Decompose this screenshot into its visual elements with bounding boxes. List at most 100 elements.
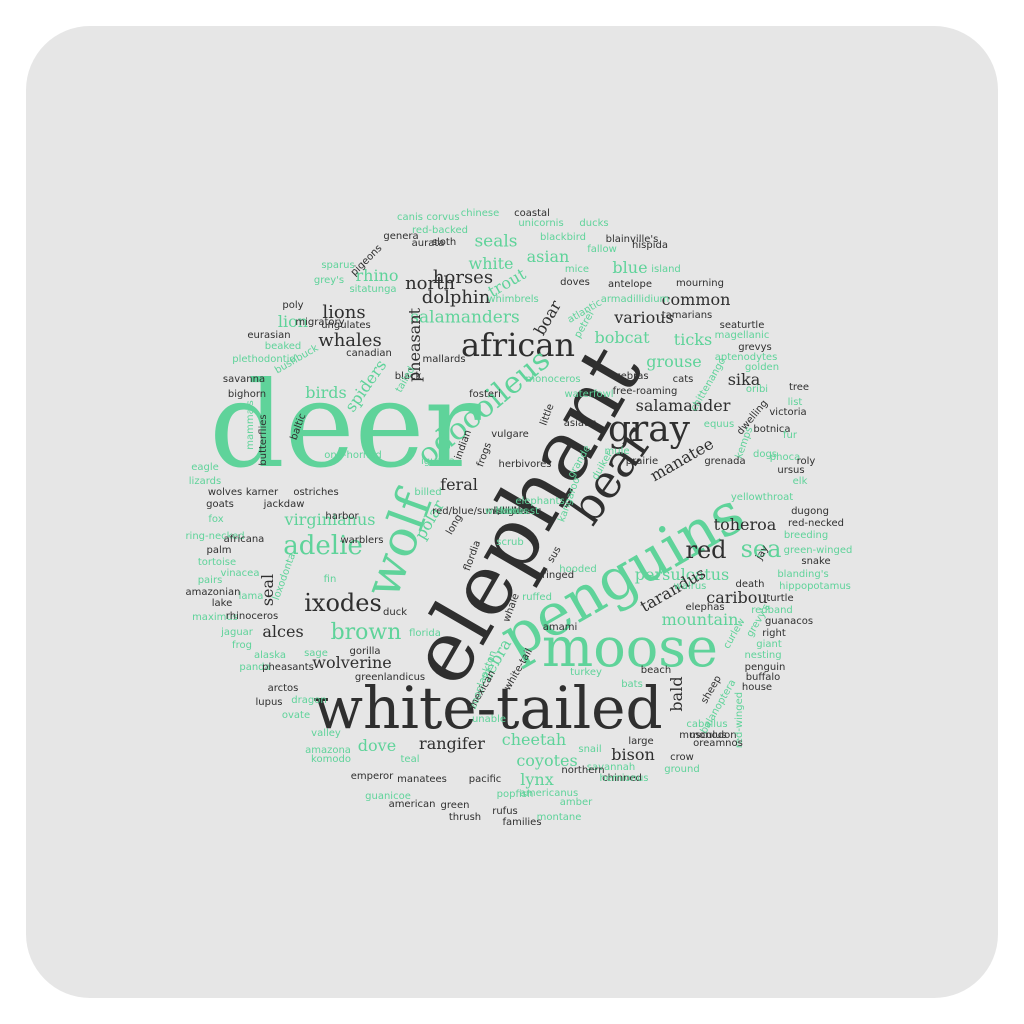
cloud-word: aurata (411, 238, 445, 249)
cloud-word: equus (703, 419, 735, 430)
cloud-word: tortoise (197, 557, 237, 568)
cloud-word: toheroa (713, 515, 777, 534)
cloud-word: goats (206, 499, 234, 510)
cloud-word: ruffed (522, 592, 552, 603)
cloud-word: rhinoceros (225, 611, 279, 622)
cloud-word: musculus (679, 730, 727, 741)
cloud-word: herbivores (498, 459, 552, 470)
cloud-word: dragon (291, 695, 327, 706)
cloud-word: birds (305, 383, 347, 402)
cloud-word: fosteri (469, 389, 501, 400)
cloud-word: ostriches (293, 487, 339, 498)
cloud-word: ricinus (495, 506, 529, 517)
cloud-word: pacific (468, 774, 502, 785)
cloud-word: savannah (586, 762, 636, 773)
cloud-word: lions (322, 302, 366, 323)
cloud-word: unable (471, 714, 507, 725)
cloud-word: amami (542, 622, 578, 633)
cloud-word: killdeer (493, 506, 531, 517)
cloud-word: americanus (519, 788, 579, 799)
cloud-word: mountain (661, 610, 739, 629)
cloud-word: victoria (769, 407, 807, 418)
cloud-word: doves (560, 277, 590, 288)
cloud-word: sitatunga (349, 284, 397, 295)
cloud-word: dolphin (421, 287, 491, 308)
cloud-word: arctos (267, 683, 299, 694)
cloud-word: eagle (191, 462, 219, 473)
cloud-word: mammals (245, 400, 256, 450)
cloud-word: yellowthroat (730, 492, 794, 503)
cloud-word: manatees (397, 774, 447, 785)
cloud-word: one-horned (324, 450, 382, 461)
cloud-word: ground (664, 764, 700, 775)
cloud-word: eurasian (247, 330, 291, 341)
cloud-word: elk (792, 476, 808, 487)
cloud-word: jackdaw (263, 499, 305, 510)
cloud-word: dove (357, 736, 397, 755)
cloud-word: thrush (448, 812, 482, 823)
cloud-word: fox (208, 514, 224, 525)
cloud-word: crow (670, 752, 694, 763)
cloud-word: butterflies (258, 414, 269, 466)
cloud-word: chinned (602, 773, 642, 784)
cloud-word: monoceros (525, 374, 581, 385)
cloud-word: migratory (295, 317, 345, 328)
cloud-word: rufus (492, 806, 518, 817)
cloud-word: bighorn (227, 389, 267, 400)
cloud-word: sika (727, 370, 761, 389)
cloud-word: nesting (744, 650, 782, 661)
cloud-word: bison (611, 745, 655, 764)
cloud-word: sloth (431, 237, 457, 248)
cloud-word: eagles (495, 506, 529, 517)
cloud-word: african (460, 326, 576, 364)
cloud-word: karner (245, 487, 279, 498)
cloud-word: walrus (673, 581, 707, 592)
cloud-word: hispida (632, 240, 668, 251)
cloud-word: coyotes (516, 751, 578, 770)
cloud-word: jaguar (221, 627, 253, 638)
cloud-word: caribou (706, 588, 768, 607)
cloud-word: wolves (207, 487, 243, 498)
cloud-word: pairs (197, 575, 223, 586)
cloud-word: roly (796, 456, 816, 467)
cloud-word: emperor (350, 771, 394, 782)
cloud-word: breeding (783, 530, 829, 541)
cloud-word: northern (561, 765, 605, 776)
cloud-word: rio (505, 506, 519, 517)
cloud-word: savanna (222, 374, 266, 385)
cloud-word: sparus (321, 260, 355, 271)
cloud-word: beaked (264, 341, 302, 352)
cloud-word: snail (578, 744, 602, 755)
cloud-word: moose (542, 616, 718, 679)
cloud-word: mallards (422, 354, 466, 365)
cloud-word: rangifer (419, 734, 485, 753)
cloud-word: salamander (635, 396, 731, 415)
cloud-word: green-winged (783, 545, 853, 556)
cloud-word: turtle (766, 593, 794, 604)
cloud-word: grenada (704, 456, 746, 467)
cloud-word: harbor (325, 511, 359, 522)
cloud-word: lama (238, 591, 264, 602)
cloud-word: penguin (744, 662, 786, 673)
cloud-word: fur (783, 430, 797, 441)
cloud-word: oreamnos (693, 738, 743, 749)
cloud-word: blainville's (605, 234, 659, 245)
cloud-word: armadillidium (600, 294, 670, 305)
cloud-word: fin (323, 574, 337, 585)
cloud-word: guanicoe (365, 791, 411, 802)
cloud-word: plethodontid (232, 354, 296, 365)
cloud-word: dogs (752, 449, 778, 460)
cloud-word: wildebeest (484, 506, 540, 517)
cloud-word: tree (788, 382, 810, 393)
cloud-word: antelope (608, 279, 652, 290)
cloud-word: gorilla (349, 646, 381, 657)
cloud-word: black (394, 371, 422, 382)
cloud-word: botnica (753, 424, 791, 435)
cloud-word: mule (604, 446, 630, 457)
cloud-word: billed (414, 487, 442, 498)
cloud-word: canis (397, 212, 423, 223)
cloud-word: warblers (340, 535, 384, 546)
cloud-word: green (440, 800, 470, 811)
cloud-word: popfish (496, 789, 534, 800)
cloud-word: seals (474, 231, 518, 252)
